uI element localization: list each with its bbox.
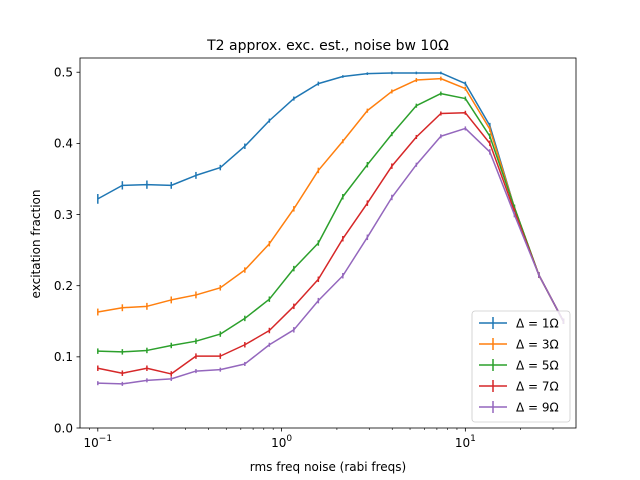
- y-tick-label-2: 0.1: [54, 350, 73, 364]
- legend: Δ = 1Ω Δ = 3Ω Δ = 5Ω Δ = 7Ω Δ = 9Ω: [471, 310, 571, 423]
- x-tick-label-3: 101: [455, 434, 476, 450]
- series-group: [97, 71, 565, 386]
- x-axis-label: rms freq noise (rabi freqs): [250, 460, 406, 474]
- y-tick-label-6: 0.5: [54, 66, 73, 80]
- y-tick-label-4: 0.3: [54, 208, 73, 222]
- legend-label-1: Δ = 1Ω: [516, 317, 559, 331]
- y-tick-label-3: 0.2: [54, 279, 73, 293]
- x-tick-label-1: 10−1: [84, 434, 113, 450]
- series-3-line: [97, 92, 565, 353]
- axes-frame: [79, 57, 577, 429]
- y-axis-label: excitation fraction: [29, 190, 43, 299]
- legend-label-4: Δ = 7Ω: [516, 380, 559, 394]
- x-tick-label-2: 100: [271, 434, 292, 450]
- axes-layer: 0.0 0.1 0.2 0.3 0.4 0.5 10−1 100 101: [54, 57, 577, 450]
- series-5: [97, 126, 565, 386]
- series-2-line: [97, 77, 565, 322]
- chart-title: T2 approx. exc. est., noise bw 10Ω: [206, 38, 449, 54]
- series-1-line: [97, 72, 565, 322]
- legend-label-5: Δ = 9Ω: [516, 401, 559, 415]
- series-4-line: [97, 112, 565, 375]
- legend-label-3: Δ = 5Ω: [516, 359, 559, 373]
- plot-layer: [97, 71, 565, 386]
- legend-box: [471, 310, 571, 423]
- y-tick-label-5: 0.4: [54, 137, 73, 151]
- series-5-line: [97, 127, 565, 385]
- legend-label-2: Δ = 3Ω: [516, 338, 559, 352]
- y-tick-label-1: 0.0: [54, 421, 73, 435]
